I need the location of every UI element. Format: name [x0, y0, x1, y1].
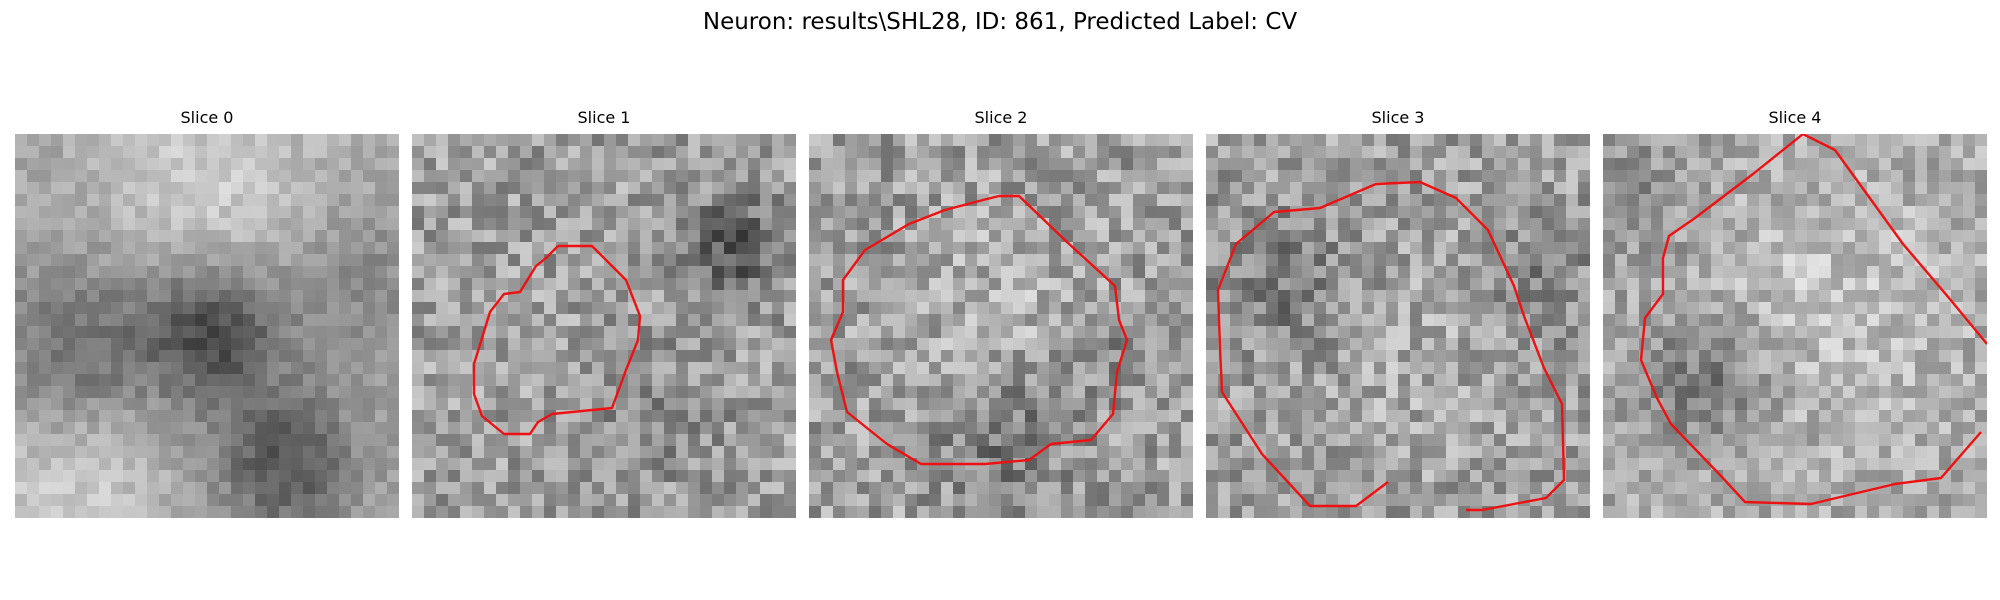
slice-image-2 — [809, 134, 1193, 518]
pixel-grid-2 — [809, 134, 1193, 518]
slice-image-3 — [1206, 134, 1590, 518]
slice-title-1: Slice 1 — [577, 108, 631, 127]
slice-panel-4: Slice 4 — [1603, 108, 1987, 518]
roi-contour-4 — [1639, 134, 1987, 506]
slice-image-4 — [1603, 134, 1987, 518]
slice-title-0: Slice 0 — [180, 108, 234, 127]
slice-image-0 — [15, 134, 399, 518]
roi-contour-2 — [829, 194, 1129, 466]
roi-contour-3 — [1216, 180, 1566, 512]
slice-title-4: Slice 4 — [1768, 108, 1822, 127]
pixel-grid-0 — [15, 134, 399, 518]
slice-image-1 — [412, 134, 796, 518]
slice-title-2: Slice 2 — [974, 108, 1028, 127]
slice-panel-2: Slice 2 — [809, 108, 1193, 518]
roi-contour-1 — [472, 244, 642, 436]
slice-panel-3: Slice 3 — [1206, 108, 1590, 518]
pixel-grid-1 — [412, 134, 796, 518]
figure-title: Neuron: results\SHL28, ID: 861, Predicte… — [702, 9, 1298, 35]
slice-panel-0: Slice 0 — [15, 108, 399, 518]
pixel-grid-3 — [1206, 134, 1590, 518]
slice-panel-1: Slice 1 — [412, 108, 796, 518]
slice-title-3: Slice 3 — [1371, 108, 1425, 127]
pixel-grid-4 — [1603, 134, 1987, 518]
